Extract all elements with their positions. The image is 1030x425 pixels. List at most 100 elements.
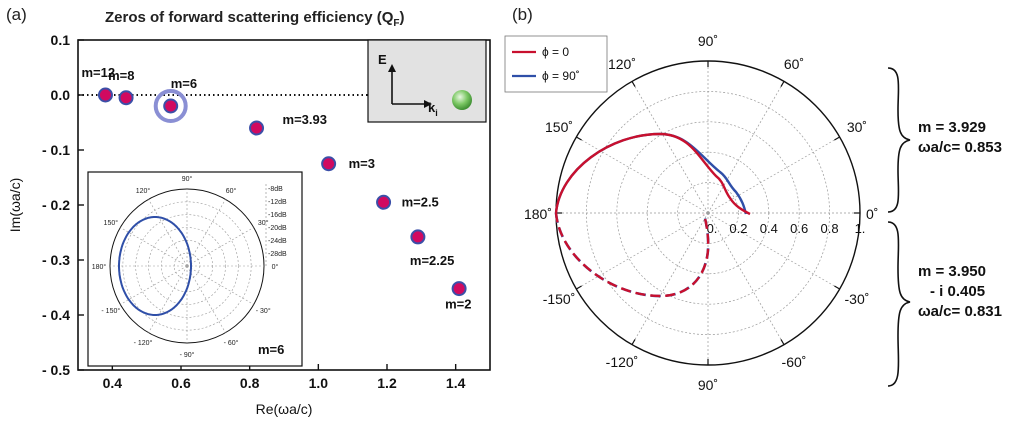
data-point — [411, 230, 424, 243]
annotation-upper: m = 3.929 ωa/c= 0.853 — [888, 68, 1002, 212]
point-label: m=8 — [108, 68, 134, 83]
polar-radial-label: 0.4 — [760, 221, 778, 236]
inset-angle-tick: 150° — [104, 219, 119, 227]
polar-angle-label: -150˚ — [543, 291, 576, 307]
inset-angle-tick: - 30° — [256, 307, 271, 315]
polar-angle-tickmark — [834, 286, 839, 289]
inset-radial-tick: -28dB — [268, 251, 287, 258]
legend-phi90: ϕ = 90˚ — [542, 69, 580, 83]
inset-label: m=6 — [258, 342, 284, 357]
point-label: m=3.93 — [283, 112, 327, 127]
point-label: m=2.25 — [410, 253, 454, 268]
data-point — [322, 157, 335, 170]
legend: ϕ = 0 ϕ = 90˚ — [505, 36, 607, 92]
inset-radial-tick: -12dB — [268, 199, 287, 206]
series-phi90-upper — [556, 134, 746, 214]
polar-radial-label: 0.6 — [790, 221, 808, 236]
annot-upper-line1: m = 3.929 — [918, 119, 986, 136]
y-tick-label: - 0.1 — [42, 142, 70, 158]
data-point — [164, 100, 177, 113]
annotation-lower: m = 3.950 - i 0.405 ωa/c= 0.831 — [888, 222, 1002, 386]
inset-radial-tick: -24dB — [268, 238, 287, 245]
annot-lower-line3: ωa/c= 0.831 — [918, 303, 1002, 320]
polar-angle-label: -60˚ — [782, 354, 807, 370]
annot-lower-line2: - i 0.405 — [930, 283, 985, 300]
polar-grid-spoke — [632, 81, 708, 213]
polar-angle-tickmark — [834, 137, 839, 140]
polar-angle-label: 0˚ — [866, 206, 878, 222]
data-point — [377, 196, 390, 209]
data-point — [250, 122, 263, 135]
y-tick-label: 0.0 — [51, 87, 71, 103]
polar-angle-label: 30˚ — [847, 119, 867, 135]
inset-angle-tick: 60° — [226, 187, 237, 195]
polar-angle-label: 90˚ — [698, 377, 718, 393]
data-point — [99, 89, 112, 102]
panel-a-label: (a) — [6, 5, 27, 24]
x-axis-ticks: 0.4 0.6 0.8 1.0 1.2 1.4 — [103, 364, 466, 391]
x-tick-label: 1.2 — [377, 375, 397, 391]
inset-angle-tick: - 60° — [224, 339, 239, 347]
polar-angle-label: 90˚ — [698, 33, 718, 49]
inset-angle-tick: - 150° — [101, 307, 120, 315]
field-label: E — [378, 52, 387, 67]
polar-angle-tickmark — [781, 81, 784, 86]
polar-angle-tickmark — [632, 81, 635, 86]
polar-grid-spoke — [708, 137, 840, 213]
series-phi0-lower — [556, 213, 708, 296]
y-tick-label: - 0.4 — [42, 307, 70, 323]
inset-angle-tick: 90° — [182, 175, 193, 183]
x-tick-label: 0.6 — [171, 375, 191, 391]
polar-grid-spoke — [576, 213, 708, 289]
polar-angle-tickmark — [781, 339, 784, 344]
inset-angle-tick: 0° — [272, 263, 279, 271]
y-tick-label: 0.1 — [51, 32, 71, 48]
inset-angle-tick: 120° — [136, 187, 151, 195]
polar-radial-label: 0.8 — [821, 221, 839, 236]
inset-radial-tick: -16dB — [268, 212, 287, 219]
x-tick-label: 0.8 — [240, 375, 260, 391]
x-tick-label: 1.4 — [446, 375, 466, 391]
polar-angle-tickmark — [576, 137, 581, 140]
polar-angle-label: 150˚ — [545, 119, 573, 135]
polar-angle-label: -30˚ — [845, 291, 870, 307]
polar-angle-tickmark — [576, 286, 581, 289]
polar-grid-spoke — [576, 137, 708, 213]
point-label: m=6 — [171, 76, 197, 91]
y-tick-label: - 0.3 — [42, 252, 70, 268]
sphere-particle — [452, 90, 472, 110]
x-tick-label: 1.0 — [309, 375, 329, 391]
polar-angle-label: 180˚ — [524, 206, 552, 222]
chart-title: Zeros of forward scattering efficiency (… — [105, 9, 405, 29]
y-tick-label: - 0.2 — [42, 197, 70, 213]
polar-radial-label: 1. — [855, 221, 866, 236]
inset-radial-tick: -20dB — [268, 225, 287, 232]
polar-grid-spoke — [708, 81, 784, 213]
legend-phi0: ϕ = 0 — [542, 45, 569, 59]
y-axis-label: Im(ωa/c) — [7, 178, 23, 232]
y-tick-label: - 0.5 — [42, 362, 70, 378]
point-label: m=3 — [349, 156, 375, 171]
polar-angle-label: -120˚ — [606, 354, 639, 370]
inset-angle-tick: - 90° — [180, 351, 195, 359]
annot-upper-line2: ωa/c= 0.853 — [918, 139, 1002, 156]
inset-angle-tick: - 120° — [134, 339, 153, 347]
polar-angle-label: 60˚ — [784, 56, 804, 72]
data-point — [453, 282, 466, 295]
panel-b-label: (b) — [512, 5, 533, 24]
polar-angle-label: 120˚ — [608, 56, 636, 72]
point-label: m=2 — [445, 297, 471, 312]
annot-lower-line1: m = 3.950 — [918, 263, 986, 280]
inset-polar: 90°60°30°0°- 30°- 60°- 90°- 120°- 150°18… — [88, 172, 302, 366]
inset-radial-tick: -8dB — [268, 186, 283, 193]
polar-angle-tickmark — [632, 339, 635, 344]
series-phi90-lower — [556, 213, 708, 296]
x-tick-label: 0.4 — [103, 375, 123, 391]
data-point — [120, 91, 133, 104]
point-label: m=2.5 — [402, 194, 439, 209]
schematic-inset: E ki — [368, 40, 486, 122]
inset-angle-tick: 180° — [92, 263, 107, 271]
polar-radial-label: 0.2 — [729, 221, 747, 236]
x-axis-label: Re(ωa/c) — [256, 401, 313, 417]
